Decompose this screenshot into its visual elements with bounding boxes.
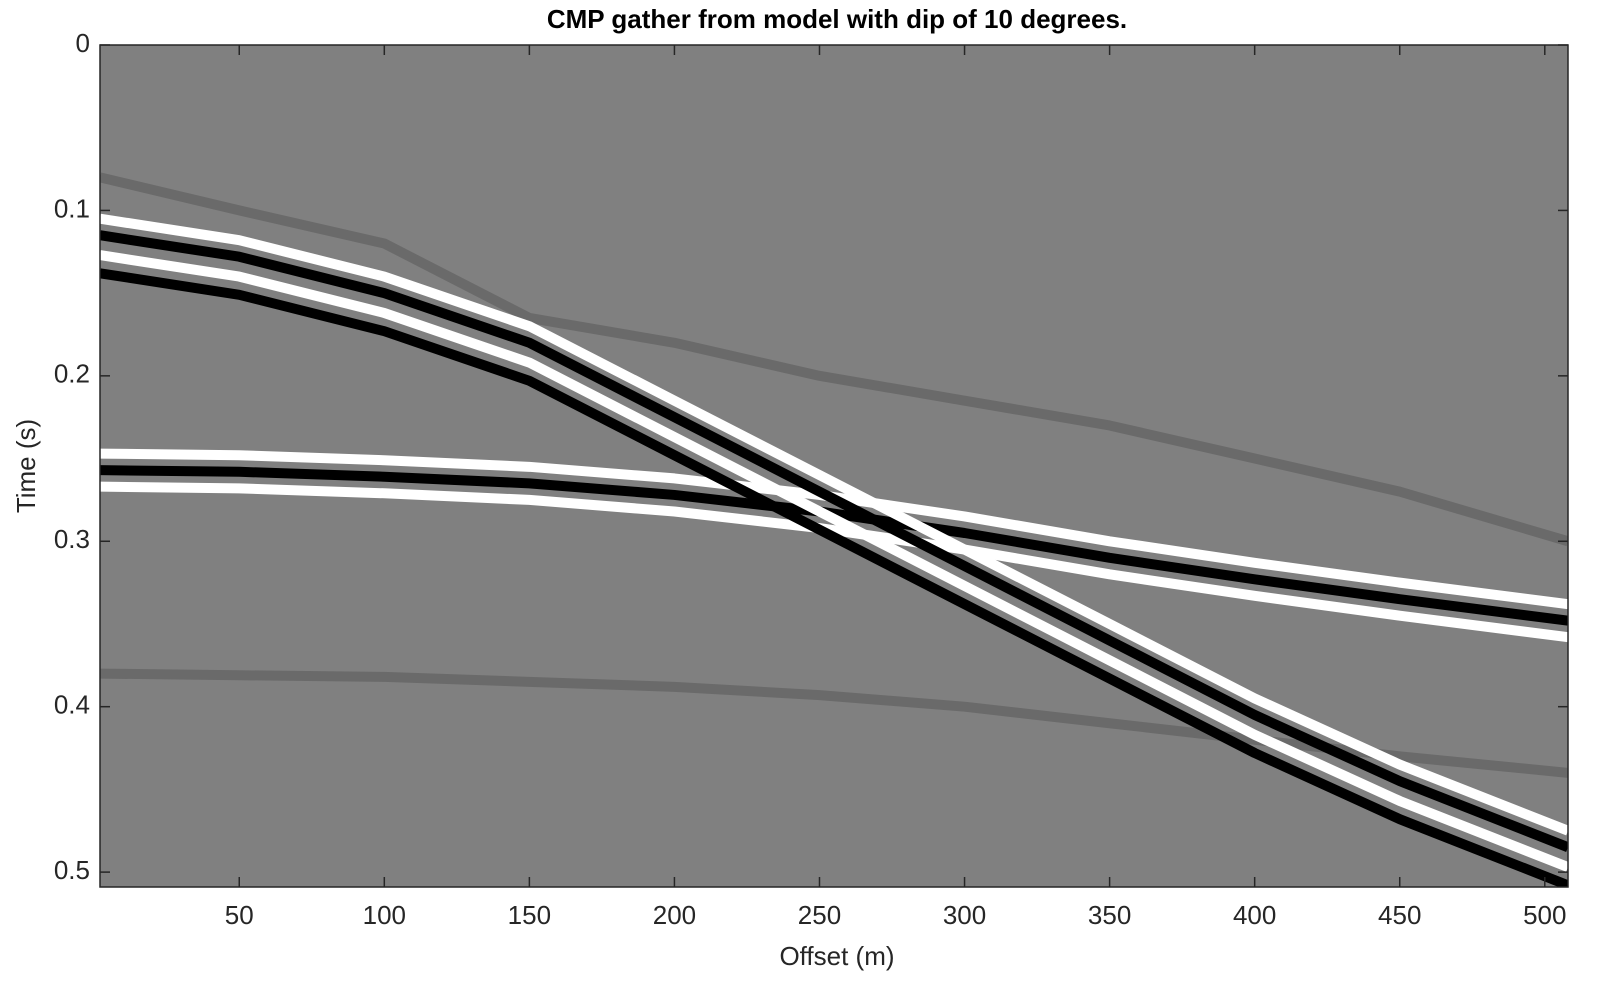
y-tick-label: 0 (76, 28, 90, 58)
x-tick-label: 500 (1523, 900, 1566, 930)
x-tick-label: 100 (363, 900, 406, 930)
chart-title: CMP gather from model with dip of 10 deg… (547, 4, 1127, 34)
x-tick-label: 150 (508, 900, 551, 930)
x-tick-label: 400 (1233, 900, 1276, 930)
x-tick-label: 300 (943, 900, 986, 930)
plot-frame (99, 44, 1569, 888)
y-tick-label: 0.4 (54, 690, 90, 720)
y-axis-label: Time (s) (11, 419, 41, 513)
y-tick-label: 0.2 (54, 359, 90, 389)
event-line (100, 250, 1568, 872)
y-tick-label: 0.3 (54, 524, 90, 554)
event-line (100, 172, 1568, 547)
x-tick-label: 350 (1088, 900, 1131, 930)
x-tick-label: 450 (1378, 900, 1421, 930)
event-line (100, 268, 1568, 887)
x-axis-label: Offset (m) (779, 941, 894, 971)
plot-area (100, 172, 1568, 887)
x-tick-label: 250 (798, 900, 841, 930)
event-line (100, 668, 1568, 778)
x-tick-label: 200 (653, 900, 696, 930)
y-tick-label: 0.5 (54, 855, 90, 885)
event-line (100, 230, 1568, 852)
y-tick-label: 0.1 (54, 193, 90, 223)
x-tick-label: 50 (225, 900, 254, 930)
event-line (100, 213, 1568, 836)
